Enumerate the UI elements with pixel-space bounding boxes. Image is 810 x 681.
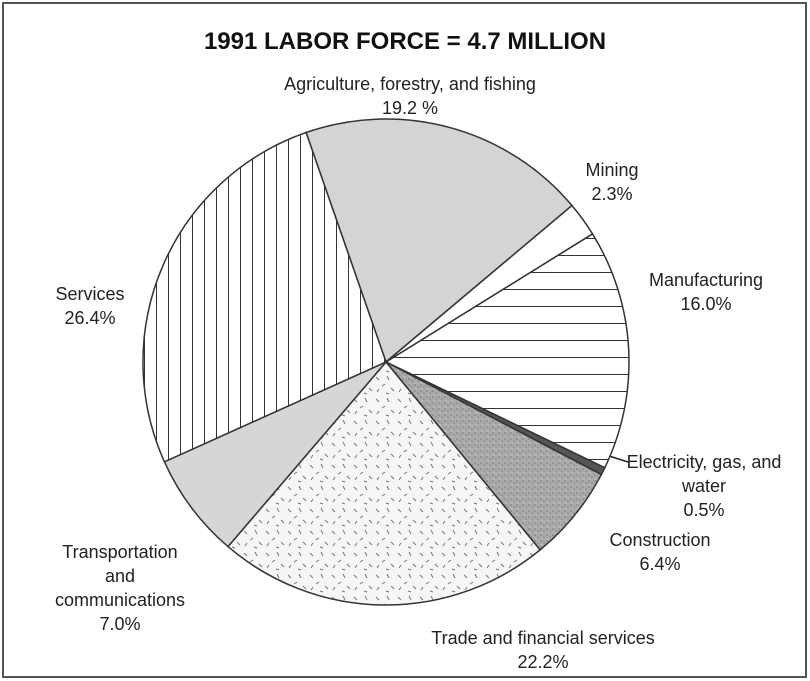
slice-label: Transportation and communications 7.0% [45, 540, 195, 636]
value-label: 19.2 % [381, 98, 439, 118]
slice-label: Mining 2.3% [552, 158, 672, 206]
category-label: Trade and financial services [431, 628, 655, 648]
slice-label: Services 26.4% [30, 282, 150, 330]
pie-slice [226, 360, 542, 606]
value-label: 0.5% [683, 500, 725, 520]
value-label: 6.4% [639, 554, 681, 574]
slice-label: Manufacturing 16.0% [616, 268, 796, 316]
category-label: Mining [585, 160, 639, 180]
pie-slice [163, 361, 387, 548]
chart-title: 1991 LABOR FORCE = 4.7 MILLION [203, 28, 607, 55]
pie-slice [142, 131, 387, 463]
pie-slice [384, 232, 630, 469]
category-label: Transportation and communications [54, 542, 186, 610]
slice-label: Electricity, gas, and water 0.5% [624, 450, 784, 522]
category-label: Electricity, gas, and water [626, 452, 782, 496]
value-label: 26.4% [64, 308, 116, 328]
slice-label: Trade and financial services 22.2% [383, 626, 703, 674]
slice-label: Construction 6.4% [585, 528, 735, 576]
category-label: Services [55, 284, 125, 304]
value-label: 2.3% [591, 184, 633, 204]
category-label: Construction [609, 530, 711, 550]
value-label: 16.0% [680, 294, 732, 314]
category-label: Agriculture, forestry, and fishing [284, 74, 536, 94]
value-label: 7.0% [99, 614, 141, 634]
pie-slice [305, 118, 573, 364]
value-label: 22.2% [517, 652, 569, 672]
category-label: Manufacturing [648, 270, 764, 290]
slice-label: Agriculture, forestry, and fishing 19.2 % [200, 72, 620, 120]
